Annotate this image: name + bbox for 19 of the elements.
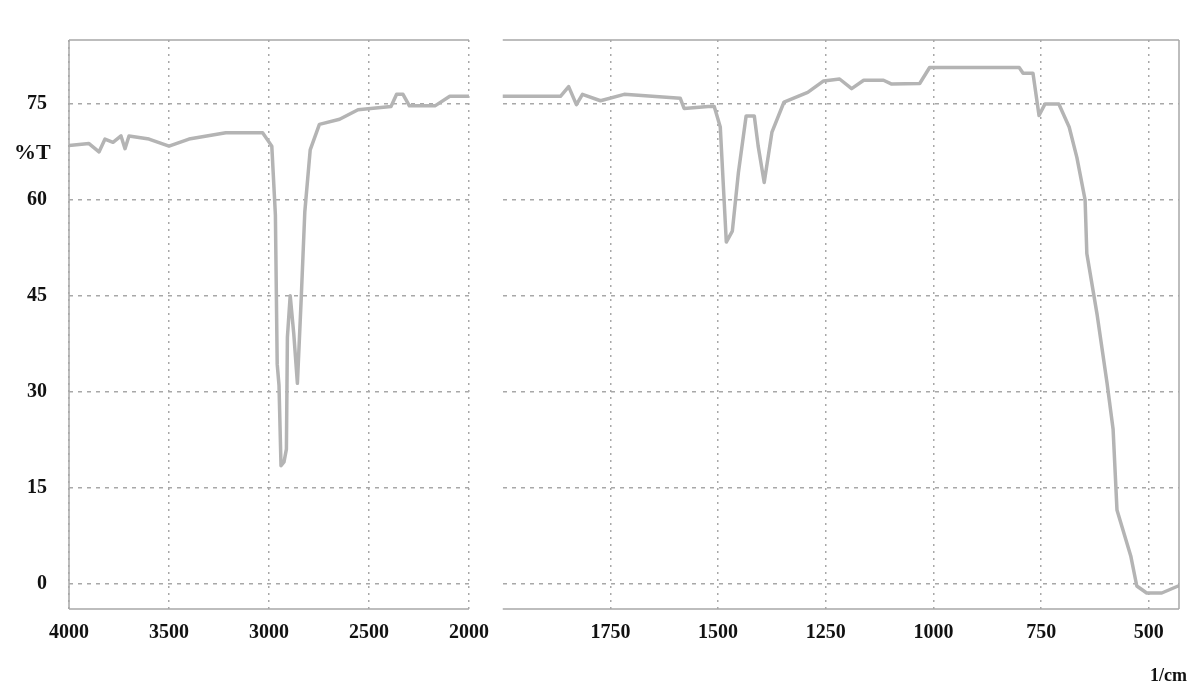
x-tick-label: 1500	[698, 620, 739, 643]
x-tick-label: 2500	[349, 620, 389, 643]
x-tick-label: 1250	[805, 620, 846, 643]
x-tick-label: 3000	[249, 620, 289, 643]
x-tick-label: 500	[1133, 620, 1164, 643]
y-tick-label: 15	[27, 474, 47, 497]
y-tick-label: 45	[27, 282, 47, 305]
y-tick-label: 75	[27, 91, 47, 114]
x-tick-label: 2000	[449, 620, 489, 643]
x-tick-label: 1750	[590, 620, 631, 643]
x-tick-label: 750	[1026, 620, 1057, 643]
y-tick-label: 30	[27, 378, 47, 401]
x-axis-title: 1/cm	[1150, 664, 1188, 685]
y-tick-label: 0	[37, 570, 47, 593]
x-tick-label: 4000	[49, 620, 89, 643]
x-tick-label: 3500	[149, 620, 189, 643]
y-axis-title: %T	[14, 139, 51, 165]
y-tick-label: 60	[27, 187, 47, 209]
x-tick-label: 1000	[913, 620, 954, 643]
